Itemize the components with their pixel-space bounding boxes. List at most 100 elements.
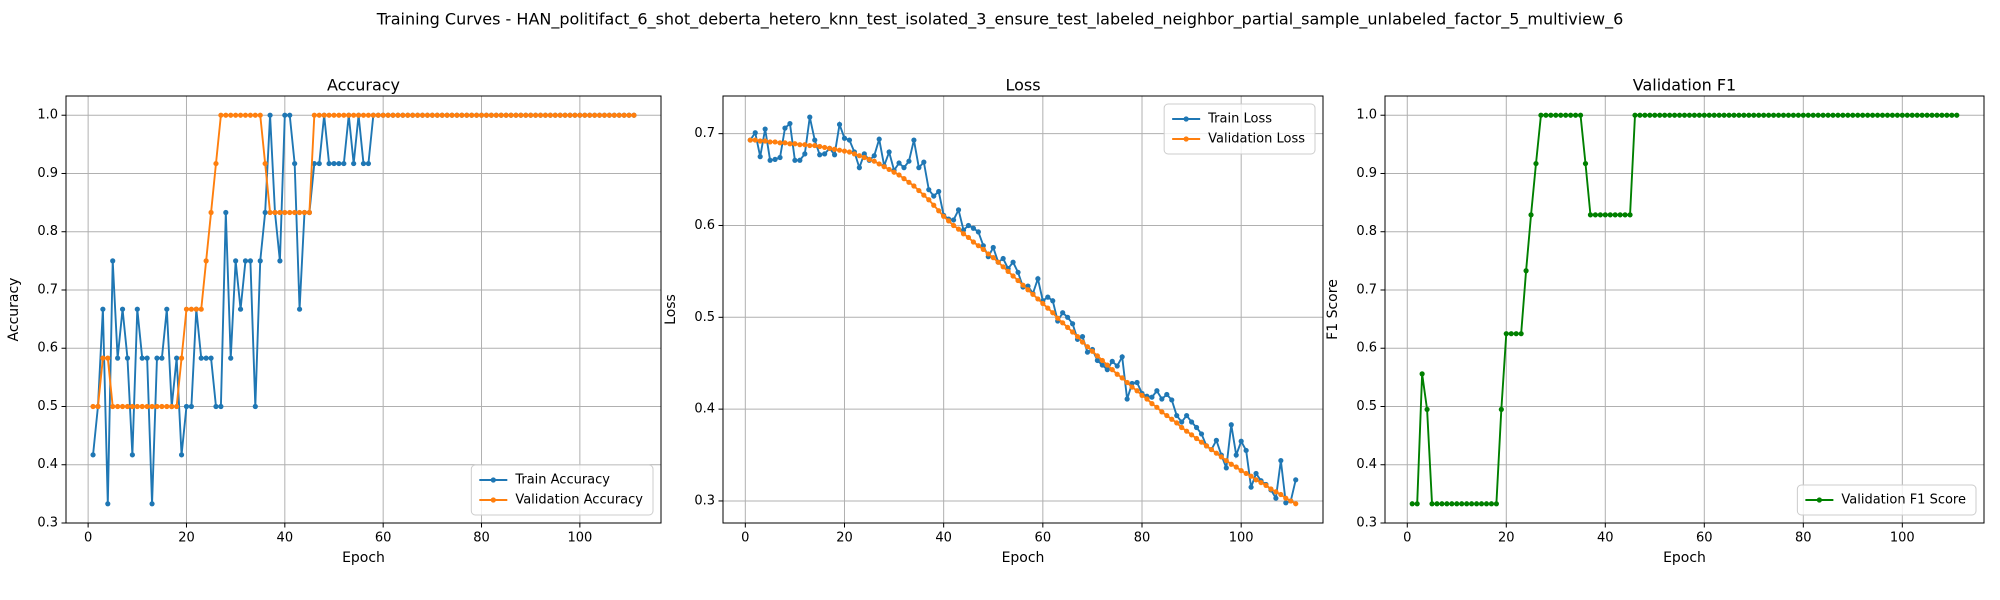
series-marker — [365, 160, 372, 167]
series-marker — [1429, 501, 1435, 507]
x-tick-label: 20 — [178, 531, 195, 546]
series-marker — [444, 112, 450, 118]
series-marker — [233, 112, 239, 118]
series-marker — [1587, 212, 1594, 218]
series-marker — [508, 112, 514, 118]
series-marker — [886, 149, 892, 155]
series-marker — [1278, 457, 1284, 464]
series-marker — [1094, 357, 1100, 364]
series-marker — [405, 112, 411, 118]
y-tick-label: 1.0 — [1356, 108, 1377, 123]
series-marker — [592, 112, 598, 118]
series-marker — [528, 112, 534, 118]
series-marker — [1248, 473, 1254, 479]
series-marker — [965, 222, 972, 229]
series-marker — [1780, 112, 1787, 118]
series-marker — [237, 306, 244, 312]
series-marker — [807, 114, 813, 120]
series-marker — [257, 258, 263, 264]
series-marker — [577, 112, 583, 118]
figure-title: Training Curves - HAN_politifact_6_shot_… — [376, 10, 1624, 30]
series-marker — [301, 209, 308, 216]
series-marker — [346, 112, 352, 118]
series-marker — [124, 355, 131, 361]
y-tick-label: 0.3 — [37, 516, 58, 531]
series-marker — [921, 192, 927, 198]
series-marker — [1069, 321, 1076, 327]
series-marker — [911, 137, 917, 143]
series-marker — [380, 112, 386, 118]
legend: Train Accuracy Validation Accuracy — [470, 464, 654, 516]
series-marker — [1094, 353, 1100, 359]
series-marker — [1572, 112, 1579, 118]
series-marker — [1473, 501, 1480, 507]
series-marker — [1825, 112, 1831, 118]
series-marker — [1667, 112, 1673, 118]
series-marker — [119, 306, 126, 312]
series-marker — [316, 160, 322, 167]
x-tick-label: 40 — [277, 531, 294, 546]
series-marker — [321, 112, 327, 118]
series-marker — [95, 403, 101, 410]
series-marker — [213, 160, 219, 167]
axes-frame — [722, 95, 1324, 524]
series-marker — [262, 160, 268, 167]
series-marker — [1084, 349, 1091, 355]
series-marker — [1478, 501, 1485, 507]
series-marker — [218, 403, 224, 410]
series-marker — [926, 197, 932, 203]
series-marker — [1681, 112, 1688, 118]
series-marker — [326, 160, 332, 167]
series-marker — [1060, 320, 1066, 326]
series-marker — [1840, 112, 1846, 118]
series-marker — [876, 161, 882, 167]
series-marker — [1761, 112, 1767, 118]
series-marker — [1074, 333, 1081, 340]
series-marker — [1592, 212, 1598, 218]
series-marker — [336, 112, 342, 118]
series-marker — [1884, 112, 1891, 118]
series-marker — [1904, 112, 1910, 118]
series-marker — [1528, 212, 1534, 218]
series-marker — [129, 403, 135, 410]
series-marker — [110, 258, 116, 264]
series-marker — [1751, 112, 1757, 118]
legend-marker — [490, 497, 496, 503]
series-marker — [282, 112, 288, 118]
series-marker — [901, 165, 907, 171]
series-marker — [856, 165, 862, 171]
series-marker — [846, 137, 853, 143]
series-marker — [1273, 489, 1279, 495]
series-marker — [631, 112, 637, 118]
series-marker — [228, 112, 234, 118]
series-marker — [164, 403, 170, 410]
series-marker — [233, 258, 239, 264]
series-marker — [292, 209, 298, 216]
y-axis-label: Loss — [663, 294, 679, 325]
series-marker — [316, 112, 322, 118]
series-marker — [213, 403, 219, 410]
series-marker — [827, 145, 833, 151]
series-marker — [1424, 406, 1430, 413]
series-marker — [1198, 431, 1205, 437]
series-marker — [797, 157, 803, 163]
series-marker — [1035, 276, 1041, 282]
series-marker — [817, 143, 823, 150]
series-marker — [174, 355, 180, 361]
series-marker — [1686, 112, 1693, 118]
series-marker — [257, 112, 263, 118]
series-marker — [1865, 112, 1871, 118]
series-marker — [941, 213, 947, 219]
series-marker — [115, 403, 121, 410]
series-marker — [767, 157, 773, 163]
series-marker — [921, 159, 927, 165]
legend-label: Validation F1 Score — [1841, 493, 1966, 508]
series-marker — [247, 258, 254, 264]
series-marker — [1642, 112, 1648, 118]
series-marker — [1488, 501, 1495, 507]
series-marker — [916, 165, 922, 171]
series-marker — [1179, 419, 1185, 425]
series-marker — [188, 403, 194, 410]
series-marker — [1726, 112, 1732, 118]
y-tick-label: 0.9 — [1356, 166, 1377, 181]
